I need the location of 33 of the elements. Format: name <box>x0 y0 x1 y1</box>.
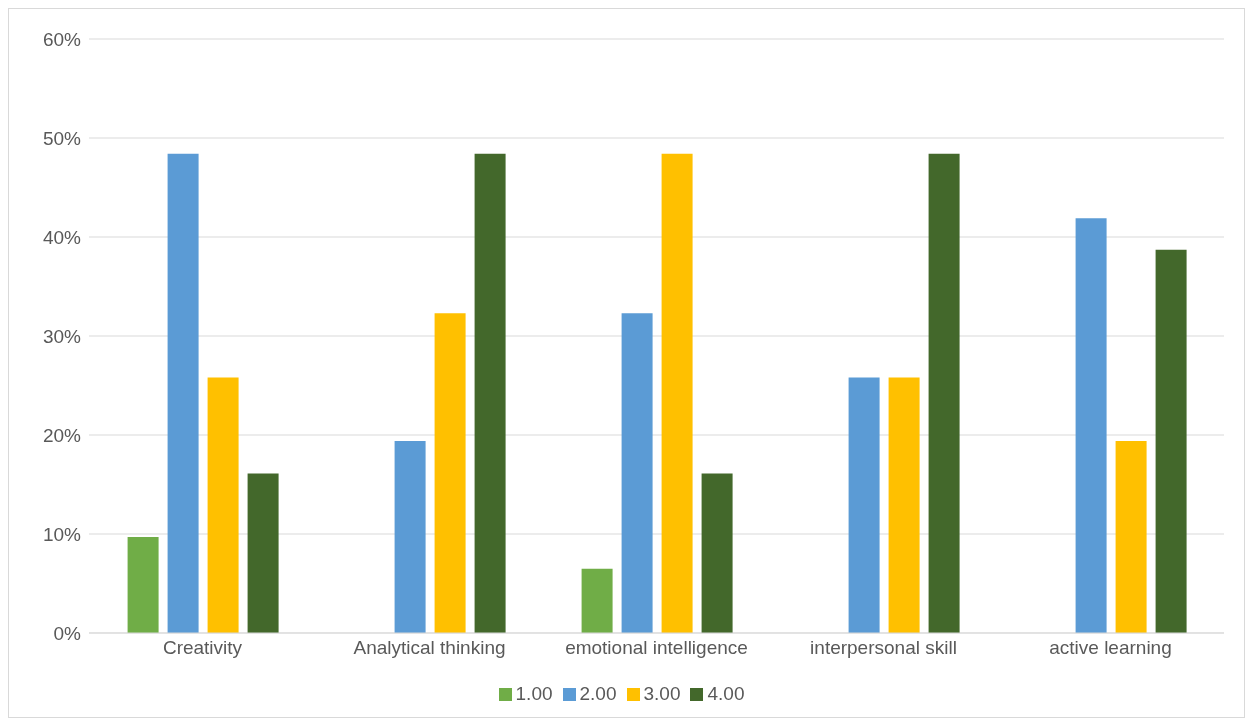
legend-label: 1.00 <box>515 683 553 704</box>
x-tick-label: Analytical thinking <box>353 637 506 659</box>
y-tick-label: 0% <box>53 622 82 644</box>
y-tick-label: 20% <box>42 424 82 446</box>
legend-label: 3.00 <box>643 683 681 704</box>
x-tick-label: emotional intelligence <box>565 637 748 659</box>
bar <box>888 377 920 633</box>
bar <box>621 313 653 633</box>
bar <box>434 313 466 633</box>
bar <box>1075 218 1107 633</box>
bar <box>661 153 693 633</box>
x-tick-label: interpersonal skill <box>810 637 957 659</box>
y-tick-label: 10% <box>42 523 82 545</box>
bar <box>394 440 426 633</box>
y-tick-label: 60% <box>42 28 82 50</box>
bar <box>1155 249 1187 633</box>
y-tick-label: 40% <box>42 226 82 248</box>
bar <box>207 377 239 633</box>
bar <box>247 473 279 633</box>
bar <box>848 377 880 633</box>
x-tick-label: Creativity <box>162 637 243 659</box>
y-tick-label: 50% <box>42 127 82 149</box>
bar <box>127 536 159 633</box>
legend-label: 4.00 <box>707 683 745 704</box>
x-tick-label: active learning <box>1049 637 1172 659</box>
bar <box>167 153 199 633</box>
bar <box>701 473 733 633</box>
y-tick-label: 30% <box>42 325 82 347</box>
bar <box>928 153 960 633</box>
bar <box>1115 440 1147 633</box>
bar <box>581 568 613 633</box>
legend-label: 2.00 <box>579 683 617 704</box>
bar <box>474 153 506 633</box>
